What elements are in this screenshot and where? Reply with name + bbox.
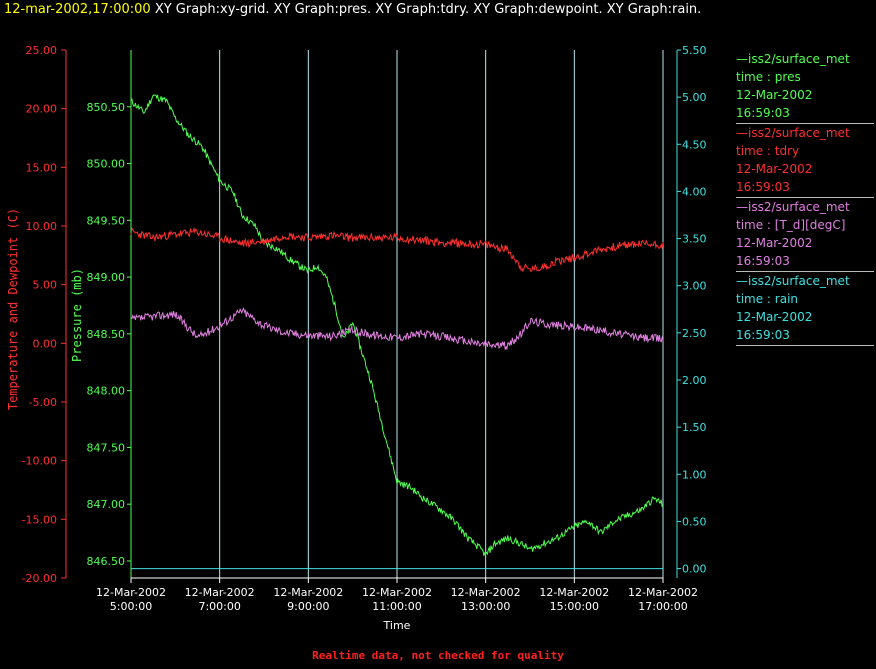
rain-tick-label: 0.00	[682, 563, 707, 576]
legend-divider	[736, 123, 874, 124]
x-tick-label-time: 17:00:00	[638, 600, 687, 613]
temperature-tick-label: 25.00	[26, 44, 58, 57]
series-line-dewpoint	[130, 306, 664, 351]
legend-date: 12-Mar-2002	[736, 162, 813, 176]
pressure-tick-label: 848.00	[87, 385, 126, 398]
x-tick-label-date: 12-Mar-2002	[451, 586, 521, 599]
legend-divider	[736, 345, 874, 346]
legend-field: time : tdry	[736, 144, 800, 158]
temperature-axis-title: Temperature and Dewpoint (C)	[6, 208, 20, 410]
legend-entry-rain: —iss2/surface_met time : rain 12-Mar-200…	[736, 272, 876, 346]
rain-tick-label: 4.00	[682, 185, 707, 198]
legend-time: 16:59:03	[736, 106, 790, 120]
legend-date: 12-Mar-2002	[736, 236, 813, 250]
quality-notice: Realtime data, not checked for quality	[312, 649, 564, 662]
x-tick-label-date: 12-Mar-2002	[96, 586, 166, 599]
rain-tick-label: 5.00	[682, 91, 707, 104]
pressure-tick-label: 847.50	[87, 441, 126, 454]
legend-divider	[736, 271, 874, 272]
x-tick-label-time: 15:00:00	[550, 600, 599, 613]
temperature-tick-label: 20.00	[26, 103, 58, 116]
rain-tick-label: 3.00	[682, 280, 707, 293]
pressure-tick-label: 847.00	[87, 498, 126, 511]
rain-tick-label: 1.50	[682, 421, 707, 434]
pressure-tick-label: 848.50	[87, 328, 126, 341]
legend-date: 12-Mar-2002	[736, 310, 813, 324]
rain-tick-label: 1.00	[682, 468, 707, 481]
pressure-tick-label: 849.50	[87, 214, 126, 227]
rain-tick-label: 5.50	[682, 44, 707, 57]
legend-entry-tdry: —iss2/surface_met time : tdry 12-Mar-200…	[736, 124, 876, 198]
legend-divider	[736, 197, 874, 198]
rain-tick-label: 0.50	[682, 515, 707, 528]
pressure-tick-label: 850.50	[87, 101, 126, 114]
temperature-tick-label: -10.00	[22, 455, 57, 468]
legend-time: 16:59:03	[736, 328, 790, 342]
temperature-tick-label: 10.00	[26, 220, 58, 233]
legend: —iss2/surface_met time : pres 12-Mar-200…	[736, 50, 876, 346]
legend-source: —iss2/surface_met	[736, 126, 850, 140]
series-line-tdry	[130, 226, 664, 273]
temperature-tick-label: -5.00	[29, 396, 57, 409]
x-tick-label-date: 12-Mar-2002	[628, 586, 698, 599]
rain-tick-label: 2.50	[682, 327, 707, 340]
legend-time: 16:59:03	[736, 180, 790, 194]
legend-source: —iss2/surface_met	[736, 52, 850, 66]
pressure-axis-title: Pressure (mb)	[70, 268, 84, 362]
rain-tick-label: 2.00	[682, 374, 707, 387]
title-graph-list: XY Graph:xy-grid. XY Graph:pres. XY Grap…	[154, 2, 702, 17]
temperature-tick-label: -20.00	[22, 572, 57, 585]
x-axis-title: Time	[383, 619, 411, 632]
legend-field: time : pres	[736, 70, 801, 84]
x-tick-label-date: 12-Mar-2002	[185, 586, 255, 599]
pressure-tick-label: 849.00	[87, 271, 126, 284]
title-datetime: 12-mar-2002,17:00:00	[4, 2, 151, 17]
x-tick-label-time: 7:00:00	[198, 600, 240, 613]
temperature-tick-label: 15.00	[26, 161, 58, 174]
x-tick-label-date: 12-Mar-2002	[273, 586, 343, 599]
x-tick-label-date: 12-Mar-2002	[539, 586, 609, 599]
rain-tick-label: 3.50	[682, 233, 707, 246]
x-tick-label-date: 12-Mar-2002	[362, 586, 432, 599]
legend-source: —iss2/surface_met	[736, 274, 850, 288]
legend-entry-pres: —iss2/surface_met time : pres 12-Mar-200…	[736, 50, 876, 124]
x-tick-label-time: 9:00:00	[287, 600, 329, 613]
pressure-tick-label: 846.50	[87, 555, 126, 568]
legend-field: time : rain	[736, 292, 799, 306]
legend-source: —iss2/surface_met	[736, 200, 850, 214]
temperature-tick-label: 0.00	[33, 337, 58, 350]
legend-entry-dewpoint: —iss2/surface_met time : [T_d][degC] 12-…	[736, 198, 876, 272]
series-line-pres	[130, 94, 664, 556]
legend-field: time : [T_d][degC]	[736, 218, 846, 232]
legend-date: 12-Mar-2002	[736, 88, 813, 102]
window-title: 12-mar-2002,17:00:00 XY Graph:xy-grid. X…	[4, 2, 701, 17]
x-tick-label-time: 11:00:00	[372, 600, 421, 613]
rain-tick-label: 4.50	[682, 138, 707, 151]
temperature-tick-label: -15.00	[22, 513, 57, 526]
x-tick-label-time: 5:00:00	[110, 600, 152, 613]
temperature-tick-label: 5.00	[33, 279, 58, 292]
pressure-tick-label: 850.00	[87, 158, 126, 171]
legend-time: 16:59:03	[736, 254, 790, 268]
x-tick-label-time: 13:00:00	[461, 600, 510, 613]
